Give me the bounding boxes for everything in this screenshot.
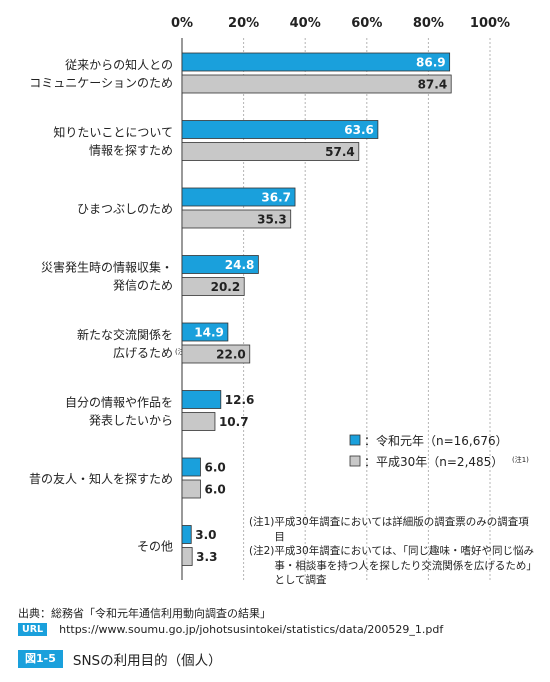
footnote-2-text: 平成30年調査においては、「同じ趣味・嗜好や同じ悩み事・相談事を持つ人を探したり… [274, 545, 537, 586]
bar-reiwa [181, 322, 229, 342]
source-url[interactable]: https://www.soumu.go.jp/johotsusintokei/… [59, 623, 444, 636]
data-label-heisei: 57.4 [325, 145, 355, 159]
bar-reiwa [181, 120, 379, 139]
category-label: ひまつぶしのため [77, 202, 173, 216]
category-label: 災害発生時の情報収集・ [41, 260, 173, 275]
data-label-heisei: 22.0 [216, 348, 246, 362]
x-tick-label: 40% [290, 16, 321, 31]
bar-heisei [181, 412, 216, 431]
data-label-reiwa: 12.6 [225, 393, 255, 407]
source-label: 出典：総務省「令和元年通信利用動向調査の結果」 [18, 607, 271, 620]
category-label: コミュニケーションのため [29, 76, 173, 90]
data-label-reiwa: 3.0 [195, 528, 216, 542]
bar-heisei [181, 344, 251, 364]
figure-number-badge: 図1-5 [18, 650, 63, 668]
footnote-2-key: (注2) [249, 545, 275, 557]
bar-heisei [181, 547, 193, 566]
category-label: 従来からの知人との [65, 58, 173, 72]
figure-title: SNSの利用目的（個人） [72, 653, 222, 669]
figure-caption: 図1-5 SNSの利用目的（個人） [18, 649, 222, 669]
url-row: URL https://www.soumu.go.jp/johotsusinto… [18, 622, 443, 637]
data-label-heisei: 87.4 [418, 78, 448, 92]
data-label-heisei: 6.0 [204, 483, 225, 497]
legend-note: (注1) [512, 455, 529, 464]
footnote-1: (注1) 平成30年調査においては詳細版の調査票のみの調査項目 [249, 515, 539, 544]
category-label: 発表したいから [89, 414, 173, 428]
footnotes: (注1) 平成30年調査においては詳細版の調査票のみの調査項目 (注2) 平成3… [249, 515, 539, 588]
footnote-1-text: 平成30年調査においては詳細版の調査票のみの調査項目 [274, 516, 529, 543]
x-tick-label: 60% [351, 16, 382, 31]
bar-reiwa [181, 525, 192, 544]
category-label: 自分の情報や作品を [65, 396, 173, 410]
legend-label-reiwa: ：令和元年（n=16,676） [364, 433, 508, 448]
x-tick-label: 20% [228, 16, 259, 31]
category-label: 発信のため [113, 279, 173, 293]
data-label-reiwa: 14.9 [194, 326, 224, 340]
category-label: 昔の友人・知人を探すため [29, 472, 173, 486]
bar-reiwa [181, 187, 296, 207]
data-label-reiwa: 36.7 [261, 191, 291, 205]
footnote-1-key: (注1) [249, 516, 275, 528]
x-tick-label: 100% [470, 16, 510, 31]
bar-reiwa [181, 457, 201, 477]
category-label: 知りたいことについて [53, 126, 173, 140]
data-label-heisei: 10.7 [219, 415, 249, 429]
data-label-heisei: 35.3 [257, 213, 287, 227]
bar-reiwa [181, 52, 451, 72]
data-label-reiwa: 6.0 [204, 461, 225, 475]
legend-label-heisei: ：平成30年（n=2,485） [364, 455, 503, 469]
bar-heisei [181, 479, 201, 499]
legend-swatch-reiwa [349, 434, 361, 446]
category-label: 情報を探すため [89, 144, 173, 158]
source-block: 出典：総務省「令和元年通信利用動向調査の結果」 URL https://www.… [18, 606, 443, 637]
bar-heisei [181, 277, 245, 296]
data-label-reiwa: 24.8 [225, 258, 255, 272]
bar-reiwa [181, 390, 222, 409]
category-label: 広げるため [113, 346, 173, 360]
data-label-reiwa: 63.6 [344, 123, 374, 137]
x-tick-label: 0% [171, 16, 193, 31]
category-label: 新たな交流関係を [77, 327, 173, 342]
x-tick-label: 80% [413, 16, 444, 31]
bar-heisei [181, 74, 452, 94]
category-label: その他 [137, 540, 173, 554]
url-badge: URL [18, 623, 48, 636]
bar-heisei [181, 142, 360, 161]
data-label-heisei: 3.3 [196, 550, 217, 564]
data-label-reiwa: 86.9 [416, 56, 446, 70]
bar-reiwa [181, 255, 259, 274]
data-label-heisei: 20.2 [211, 280, 241, 294]
bar-heisei [181, 209, 292, 229]
legend-swatch-heisei [349, 455, 361, 467]
footnote-2: (注2) 平成30年調査においては、「同じ趣味・嗜好や同じ悩み事・相談事を持つ人… [249, 544, 539, 588]
